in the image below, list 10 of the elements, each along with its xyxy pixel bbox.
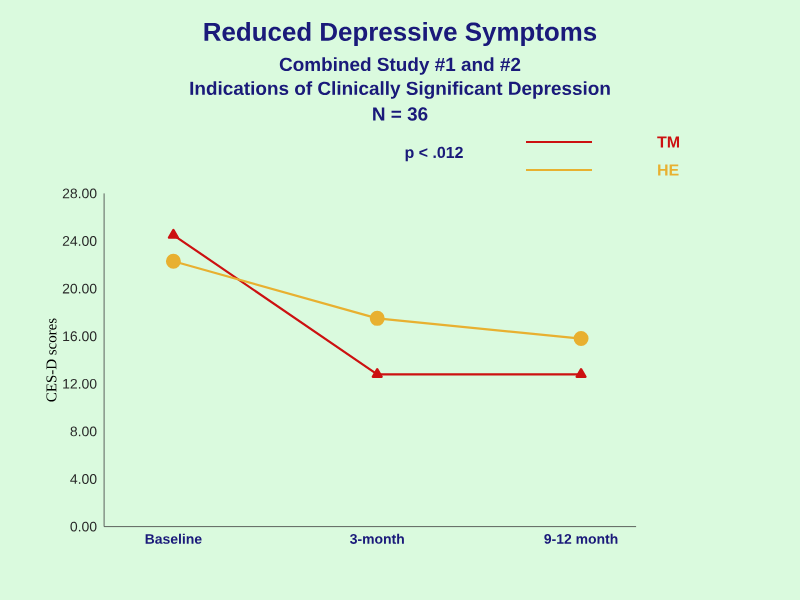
point <box>573 331 589 347</box>
point <box>575 368 587 378</box>
point <box>369 310 385 326</box>
text: N = 36 <box>373 107 428 121</box>
chart-title: Reduced Depressive Symptoms <box>204 21 597 47</box>
point <box>165 253 181 269</box>
point <box>167 228 179 239</box>
text: Indications of Clinically Significant Depression <box>190 81 610 99</box>
chart-subtitle: Combined Study #1 and #2 <box>279 57 521 75</box>
point <box>371 368 383 378</box>
